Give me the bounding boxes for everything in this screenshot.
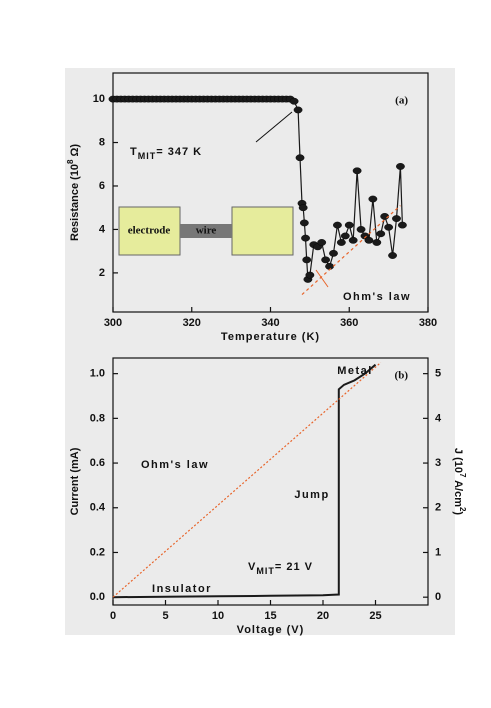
y2-axis-label-part: J (10 <box>452 448 464 473</box>
y-tick-label: 4 <box>99 223 106 235</box>
x-tick-label: 360 <box>340 317 358 329</box>
data-point <box>305 271 315 279</box>
figure-background <box>65 68 455 635</box>
jump-label: Jump <box>294 489 329 501</box>
x-tick-label: 5 <box>162 610 168 622</box>
data-point <box>388 252 397 259</box>
panel-label: (b) <box>395 370 409 382</box>
wire-label: wire <box>196 225 217 237</box>
vmit-label-part: MIT <box>256 566 275 576</box>
data-point <box>329 249 338 257</box>
electrode-box <box>231 206 294 256</box>
data-point <box>348 236 358 244</box>
data-point <box>325 262 334 270</box>
x-tick-label: 300 <box>104 317 122 329</box>
y2-axis-label-part: ) <box>452 511 464 515</box>
y2-tick-label: 5 <box>435 368 441 380</box>
vmit-label: VMIT= 21 V <box>248 561 313 576</box>
data-point <box>356 226 366 233</box>
y-axis-label: Resistance (108 Ω) <box>66 144 81 241</box>
series-line <box>112 362 382 598</box>
data-point <box>368 195 378 203</box>
x-axis-label: Temperature (K) <box>221 331 320 343</box>
y2-axis-label-part: A/cm <box>452 477 464 507</box>
y2-tick-label: 1 <box>435 546 441 558</box>
wire-box <box>180 224 232 238</box>
y2-tick-label: 4 <box>435 412 442 424</box>
tmit-label-part: MIT <box>138 151 157 161</box>
y-tick-label: 0.0 <box>90 591 105 603</box>
electrode-label: electrode <box>128 225 171 237</box>
data-point <box>289 97 299 105</box>
data-point <box>384 223 394 231</box>
panel-label: (a) <box>395 95 408 107</box>
vmit-label-part: V <box>248 561 256 573</box>
y2-axis-label: J (107 A/cm2) <box>452 448 467 516</box>
y-tick-label: 10 <box>93 93 105 105</box>
tmit-label: TMIT= 347 K <box>130 146 202 161</box>
data-point <box>295 154 305 162</box>
data-point <box>301 234 310 242</box>
vmit-label-part: = 21 V <box>275 561 313 573</box>
y-tick-label: 2 <box>99 267 105 279</box>
data-point <box>392 215 401 222</box>
y2-axis-label-part: 7 <box>458 473 467 478</box>
y-tick-label: 1.0 <box>90 368 105 380</box>
data-point <box>302 256 312 264</box>
ohm-label: Ohm's law <box>141 459 209 471</box>
y2-tick-label: 2 <box>435 502 441 514</box>
y-tick-label: 8 <box>99 136 105 148</box>
metal-label: Metal <box>337 365 373 377</box>
data-point <box>364 236 374 244</box>
tmit-label-part: = 347 K <box>156 146 202 158</box>
insulator-label: Insulator <box>152 583 212 595</box>
data-point <box>376 230 386 238</box>
y-tick-label: 6 <box>99 180 105 192</box>
x-tick-label: 15 <box>264 610 276 622</box>
y2-axis-label-part: 2 <box>458 507 467 512</box>
electrode-box <box>118 206 181 256</box>
data-point <box>336 239 346 246</box>
data-point <box>344 221 354 229</box>
series-line <box>112 363 377 599</box>
y-axis-label-part: 8 <box>66 159 75 164</box>
data-point <box>372 239 382 246</box>
y-tick-label: 0.6 <box>90 457 105 469</box>
data-point <box>340 232 350 240</box>
data-point <box>299 219 309 227</box>
data-point <box>352 167 362 175</box>
y-axis-label: Current (mA) <box>69 447 81 515</box>
x-axis-label: Voltage (V) <box>237 624 305 636</box>
ohm-label: Ohm's law <box>343 291 411 303</box>
series-line <box>301 205 401 296</box>
x-tick-label: 320 <box>183 317 201 329</box>
data-point <box>317 239 327 246</box>
x-tick-label: 340 <box>261 317 279 329</box>
ohm-arrow <box>315 269 329 288</box>
tmit-arrow <box>255 111 293 143</box>
y-tick-label: 0.4 <box>90 502 106 514</box>
data-point <box>293 106 303 114</box>
data-point <box>298 204 308 212</box>
data-point <box>321 256 331 264</box>
tmit-label-part: T <box>130 146 138 158</box>
x-tick-label: 20 <box>317 610 329 622</box>
y2-tick-label: 0 <box>435 591 441 603</box>
x-tick-label: 25 <box>369 610 381 622</box>
y-axis-label-part: Resistance (10 <box>69 164 81 241</box>
y-axis-label-part: Current (mA) <box>69 447 81 515</box>
y-tick-label: 0.8 <box>90 412 105 424</box>
x-tick-label: 0 <box>110 610 116 622</box>
data-point <box>333 221 342 229</box>
y-axis-label-part: Ω) <box>69 144 81 160</box>
data-point <box>398 221 407 229</box>
y2-tick-label: 3 <box>435 457 441 469</box>
data-point <box>396 163 405 170</box>
y-tick-label: 0.2 <box>90 546 105 558</box>
x-tick-label: 10 <box>212 610 224 622</box>
x-tick-label: 380 <box>419 317 437 329</box>
